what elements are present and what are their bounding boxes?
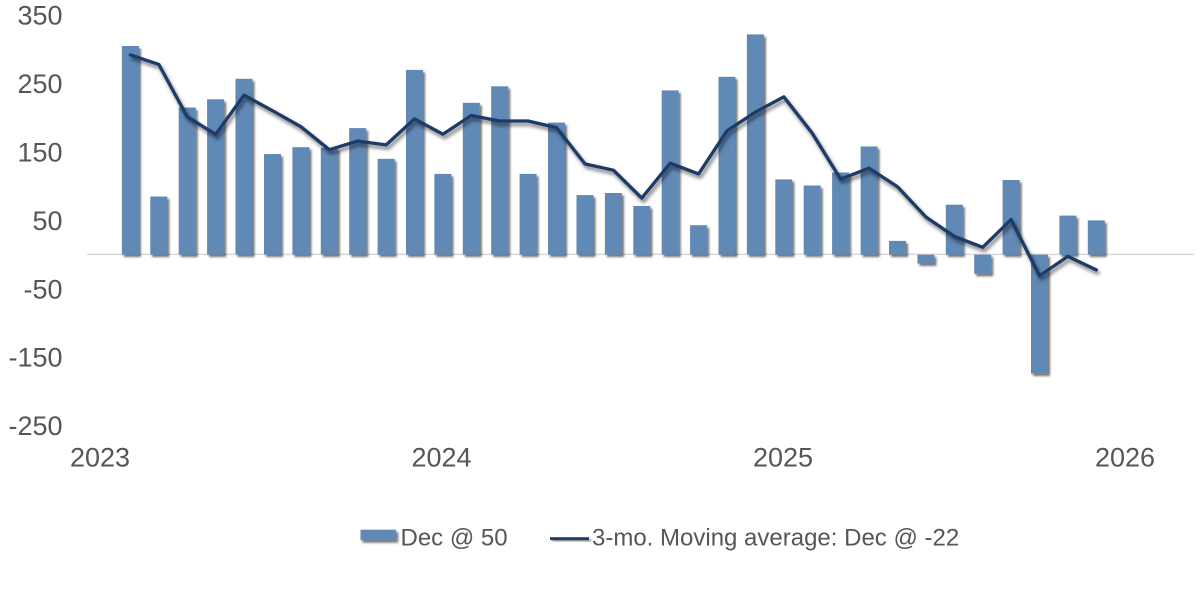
svg-text:Dec @ 50: Dec @ 50 xyxy=(401,524,508,551)
svg-text:150: 150 xyxy=(17,138,62,168)
svg-text:2026: 2026 xyxy=(1095,443,1155,473)
svg-text:50: 50 xyxy=(32,206,62,236)
svg-text:350: 350 xyxy=(17,1,62,31)
svg-text:-150: -150 xyxy=(8,343,62,373)
svg-text:250: 250 xyxy=(17,69,62,99)
svg-text:2023: 2023 xyxy=(70,443,130,473)
svg-text:-250: -250 xyxy=(8,411,62,441)
svg-text:3-mo. Moving average: Dec @ -2: 3-mo. Moving average: Dec @ -22 xyxy=(592,524,959,551)
svg-text:2024: 2024 xyxy=(411,443,471,473)
svg-text:2025: 2025 xyxy=(753,443,813,473)
svg-text:-50: -50 xyxy=(23,274,62,304)
